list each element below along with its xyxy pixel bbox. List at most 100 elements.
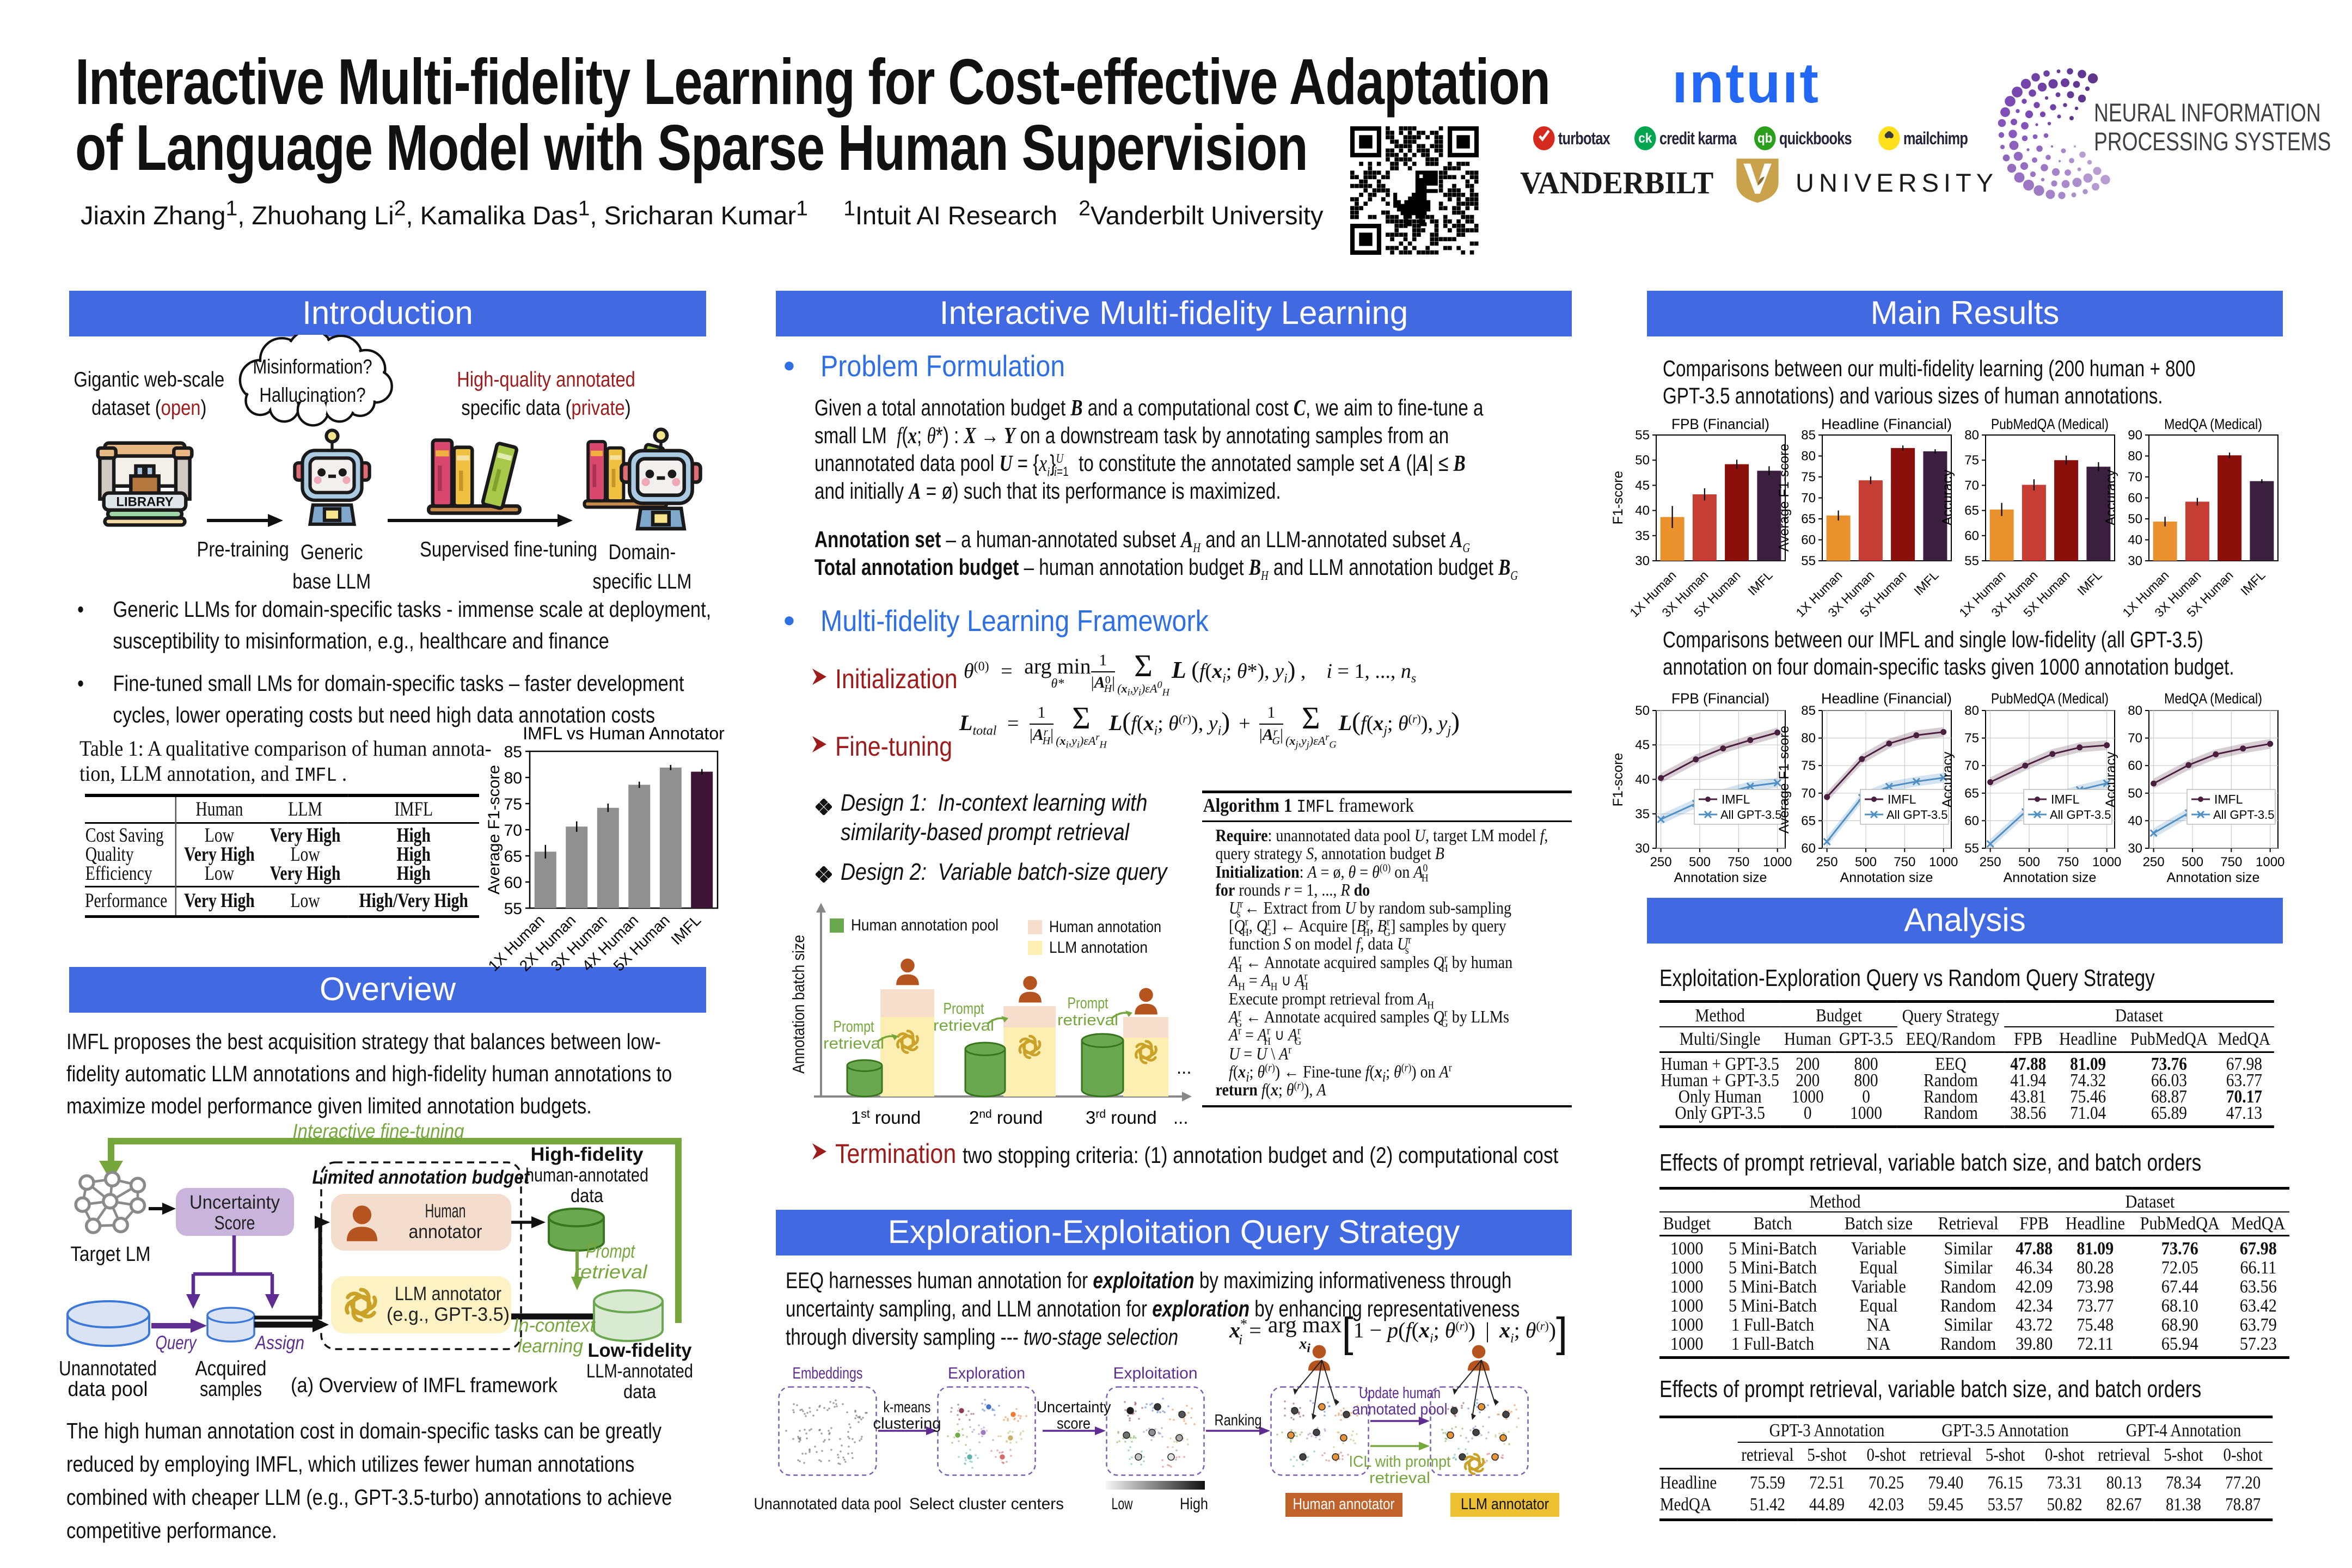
- svg-text:learning: learning: [518, 1336, 584, 1357]
- svg-text:Limited annotation budget: Limited annotation budget: [313, 1167, 530, 1188]
- svg-text:Accuracy: Accuracy: [1942, 469, 1955, 525]
- svg-text:55: 55: [1801, 554, 1816, 568]
- svg-text:IMFL: IMFL: [2074, 568, 2105, 598]
- svg-text:65: 65: [1964, 504, 1979, 518]
- svg-text:80: 80: [1964, 703, 1979, 718]
- svg-text:35: 35: [1635, 807, 1650, 822]
- svg-text:Update human: Update human: [1359, 1385, 1441, 1402]
- svg-text:Assign: Assign: [254, 1332, 304, 1353]
- svg-text:30: 30: [2128, 554, 2142, 568]
- svg-text:80: 80: [504, 769, 522, 787]
- svg-text:score: score: [1057, 1415, 1091, 1432]
- svg-text:Acquired: Acquired: [195, 1357, 267, 1380]
- svg-text:30: 30: [1635, 841, 1650, 856]
- svg-text:500: 500: [2018, 855, 2040, 869]
- svg-text:Human annotation pool: Human annotation pool: [851, 916, 999, 934]
- svg-text:60: 60: [1964, 813, 1979, 828]
- svg-text:60: 60: [2128, 491, 2142, 506]
- svg-text:Average F1-score: Average F1-score: [1779, 444, 1792, 552]
- svg-text:Low-fidelity: Low-fidelity: [588, 1340, 693, 1361]
- svg-text:80: 80: [1801, 449, 1816, 464]
- svg-text:data: data: [623, 1381, 656, 1402]
- svg-text:Annotation size: Annotation size: [1674, 870, 1767, 885]
- svg-text:LIBRARY: LIBRARY: [116, 494, 173, 509]
- svg-text:k-means: k-means: [884, 1399, 931, 1416]
- svg-text:50: 50: [1635, 453, 1650, 468]
- svg-text:LLM-annotated: LLM-annotated: [586, 1361, 693, 1382]
- svg-text:F1-score: F1-score: [1613, 471, 1626, 525]
- svg-text:70: 70: [1801, 491, 1816, 506]
- svg-text:55: 55: [1635, 428, 1650, 443]
- svg-text:F1-score: F1-score: [1613, 753, 1626, 807]
- svg-text:Exploitation: Exploitation: [1113, 1364, 1198, 1382]
- svg-text:Query: Query: [156, 1332, 198, 1353]
- svg-text:LLM annotator: LLM annotator: [1461, 1496, 1549, 1513]
- svg-text:LLM annotation: LLM annotation: [1049, 939, 1148, 957]
- svg-text:Uncertainty: Uncertainty: [1037, 1399, 1111, 1416]
- svg-text:All GPT-3.5: All GPT-3.5: [1720, 808, 1781, 822]
- svg-text:70: 70: [504, 822, 522, 840]
- svg-text:Human annotation: Human annotation: [1049, 918, 1161, 936]
- svg-text:75: 75: [1801, 758, 1816, 773]
- svg-text:65: 65: [1964, 786, 1979, 801]
- svg-text:IMFL: IMFL: [1911, 568, 1941, 598]
- svg-text:High: High: [1180, 1495, 1208, 1513]
- svg-text:All GPT-3.5: All GPT-3.5: [2050, 808, 2111, 822]
- svg-text:PubMedQA (Medical): PubMedQA (Medical): [1991, 418, 2109, 432]
- svg-text:IMFL: IMFL: [667, 911, 704, 948]
- svg-text:80: 80: [2128, 449, 2142, 464]
- svg-text:...: ...: [1177, 1057, 1192, 1077]
- svg-text:60: 60: [1801, 841, 1816, 856]
- svg-text:IMFL: IMFL: [1888, 792, 1916, 806]
- svg-text:1000: 1000: [1763, 855, 1792, 869]
- svg-text:50: 50: [2128, 786, 2142, 801]
- svg-text:2nd round: 2nd round: [969, 1107, 1043, 1128]
- svg-text:70: 70: [1964, 478, 1979, 493]
- svg-text:40: 40: [1635, 773, 1650, 787]
- svg-text:55: 55: [1964, 841, 1979, 856]
- svg-text:Annotation size: Annotation size: [1840, 870, 1933, 885]
- svg-text:Select cluster centers: Select cluster centers: [909, 1495, 1064, 1513]
- svg-text:(a) Overview of IMFL framework: (a) Overview of IMFL framework: [291, 1374, 558, 1397]
- svg-text:35: 35: [1635, 529, 1650, 543]
- svg-text:50: 50: [1635, 703, 1650, 718]
- svg-text:clustering: clustering: [873, 1415, 941, 1432]
- svg-text:500: 500: [1689, 855, 1711, 869]
- svg-text:LLM annotator: LLM annotator: [395, 1283, 501, 1304]
- svg-text:85: 85: [1801, 428, 1816, 443]
- svg-text:60: 60: [1801, 533, 1816, 548]
- svg-text:250: 250: [1980, 855, 2001, 869]
- svg-text:40: 40: [2128, 813, 2142, 828]
- svg-text:65: 65: [504, 848, 522, 866]
- svg-text:Headline (Financial): Headline (Financial): [1821, 418, 1952, 432]
- svg-text:75: 75: [504, 795, 522, 813]
- svg-text:data pool: data pool: [68, 1378, 148, 1401]
- svg-text:80: 80: [1964, 428, 1979, 443]
- svg-text:90: 90: [2128, 428, 2142, 443]
- svg-text:30: 30: [2128, 841, 2142, 856]
- svg-text:Accuracy: Accuracy: [2105, 469, 2118, 525]
- svg-text:40: 40: [1635, 504, 1650, 518]
- svg-text:70: 70: [1964, 758, 1979, 773]
- svg-text:75: 75: [1801, 470, 1816, 485]
- svg-text:FPB (Financial): FPB (Financial): [1671, 418, 1769, 432]
- svg-text:3rd round: 3rd round: [1086, 1107, 1157, 1128]
- svg-text:Ranking: Ranking: [1215, 1412, 1262, 1429]
- svg-text:85: 85: [504, 743, 522, 761]
- svg-text:80: 80: [1801, 731, 1816, 746]
- svg-text:40: 40: [2128, 533, 2142, 548]
- svg-text:All GPT-3.5: All GPT-3.5: [1886, 808, 1947, 822]
- svg-text:70: 70: [2128, 470, 2142, 485]
- svg-text:Uncertainty: Uncertainty: [189, 1192, 280, 1213]
- svg-text:55: 55: [504, 900, 522, 918]
- svg-text:65: 65: [1801, 813, 1816, 828]
- svg-text:45: 45: [1635, 478, 1650, 493]
- svg-text:...: ...: [1173, 1107, 1189, 1128]
- svg-text:In-context: In-context: [513, 1315, 596, 1336]
- svg-text:PubMedQA (Medical): PubMedQA (Medical): [1991, 691, 2109, 707]
- svg-text:IMFL: IMFL: [1722, 792, 1750, 806]
- svg-text:Exploration: Exploration: [948, 1364, 1025, 1382]
- svg-text:Prompt: Prompt: [1068, 995, 1108, 1012]
- svg-text:retrieval: retrieval: [1369, 1469, 1430, 1487]
- svg-text:Human annotator: Human annotator: [1293, 1496, 1395, 1513]
